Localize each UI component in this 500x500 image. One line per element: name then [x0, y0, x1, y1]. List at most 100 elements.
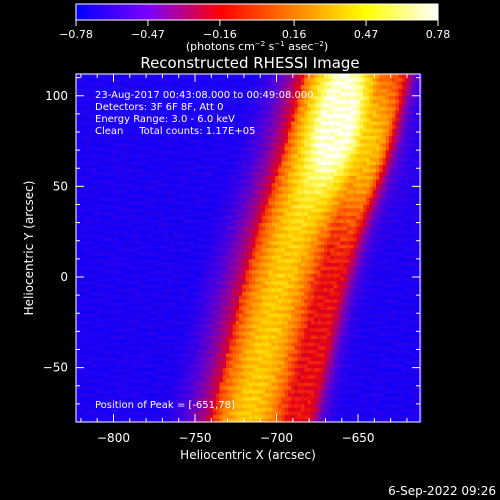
heatmap-cell [206, 284, 211, 289]
heatmap-cell [160, 331, 165, 336]
heatmap-cell [297, 309, 302, 314]
heatmap-cell [229, 291, 233, 296]
heatmap-cell [235, 389, 240, 394]
heatmap-cell [177, 258, 181, 263]
heatmap-cell [323, 345, 328, 350]
heatmap-cell [278, 262, 282, 267]
heatmap-cell [395, 269, 400, 274]
heatmap-cell [232, 280, 237, 285]
heatmap-cell [366, 353, 370, 358]
heatmap-cell [209, 353, 214, 358]
heatmap-cell [349, 411, 354, 416]
heatmap-cell [252, 367, 256, 372]
heatmap-cell [89, 374, 93, 379]
heatmap-cell [317, 374, 321, 379]
heatmap-cell [98, 338, 103, 343]
heatmap-cell [248, 382, 253, 387]
heatmap-cell [150, 262, 155, 267]
heatmap-cell [124, 367, 129, 372]
heatmap-cell [89, 287, 93, 292]
heatmap-cell [284, 316, 289, 321]
heatmap-cell [180, 269, 184, 274]
heatmap-cell [115, 327, 119, 332]
heatmap-cell [294, 309, 299, 314]
heatmap-cell [186, 338, 191, 343]
heatmap-cell [79, 320, 83, 325]
heatmap-cell [398, 349, 403, 354]
heatmap-cell [248, 353, 253, 358]
heatmap-cell [193, 287, 198, 292]
heatmap-cell [294, 345, 299, 350]
heatmap-cell [369, 364, 374, 369]
heatmap-cell [255, 266, 259, 271]
heatmap-cell [389, 371, 393, 376]
heatmap-cell [183, 262, 188, 267]
heatmap-cell [203, 273, 207, 278]
heatmap-cell [239, 338, 243, 343]
heatmap-cell [314, 389, 318, 394]
heatmap-cell [183, 313, 188, 318]
heatmap-cell [115, 306, 119, 311]
heatmap-cell [193, 367, 198, 372]
heatmap-cell [245, 277, 250, 282]
heatmap-cell [239, 255, 243, 260]
heatmap-cell [314, 262, 318, 267]
heatmap-cell [121, 324, 126, 329]
heatmap-cell [118, 403, 123, 408]
heatmap-cell [278, 418, 282, 423]
heatmap-cell [115, 313, 119, 318]
heatmap-cell [327, 258, 331, 263]
heatmap-cell [115, 414, 119, 419]
heatmap-cell [271, 414, 276, 419]
heatmap-cell [235, 309, 240, 314]
heatmap-cell [372, 327, 377, 332]
heatmap-cell [209, 277, 214, 282]
heatmap-cell [229, 338, 233, 343]
heatmap-cell [232, 298, 237, 303]
heatmap-cell [362, 324, 367, 329]
heatmap-cell [255, 255, 259, 260]
heatmap-cell [353, 327, 357, 332]
heatmap-cell [294, 367, 299, 372]
heatmap-cell [398, 327, 403, 332]
heatmap-cell [379, 306, 383, 311]
heatmap-cell [265, 266, 269, 271]
heatmap-cell [395, 309, 400, 314]
heatmap-cell [359, 418, 364, 423]
heatmap-cell [346, 364, 351, 369]
heatmap-cell [395, 266, 400, 271]
heatmap-cell [310, 298, 315, 303]
heatmap-cell [82, 284, 87, 289]
heatmap-cell [405, 389, 409, 394]
heatmap-cell [402, 266, 406, 271]
heatmap-cell [183, 331, 188, 336]
heatmap-cell [239, 414, 243, 419]
heatmap-cell [281, 393, 286, 398]
heatmap-cell [415, 324, 419, 329]
heatmap-cell [137, 400, 142, 405]
heatmap-cell [248, 262, 253, 267]
heatmap-cell [235, 396, 240, 401]
heatmap-cell [372, 407, 377, 412]
heatmap-cell [193, 306, 198, 311]
heatmap-cell [284, 367, 289, 372]
heatmap-cell [398, 414, 403, 419]
heatmap-cell [222, 313, 227, 318]
heatmap-cell [317, 360, 321, 365]
heatmap-cell [134, 367, 139, 372]
heatmap-cell [111, 335, 116, 340]
heatmap-cell [375, 306, 380, 311]
heatmap-cell [372, 302, 377, 307]
heatmap-cell [415, 295, 419, 300]
heatmap-cell [118, 298, 123, 303]
heatmap-cell [317, 298, 321, 303]
heatmap-cell [356, 266, 361, 271]
heatmap-cell [89, 258, 93, 263]
heatmap-cell [154, 356, 158, 361]
heatmap-cell [245, 367, 250, 372]
heatmap-cell [294, 414, 299, 419]
heatmap-cell [245, 371, 250, 376]
heatmap-cell [225, 251, 230, 256]
heatmap-cell [131, 371, 136, 376]
heatmap-cell [411, 364, 416, 369]
